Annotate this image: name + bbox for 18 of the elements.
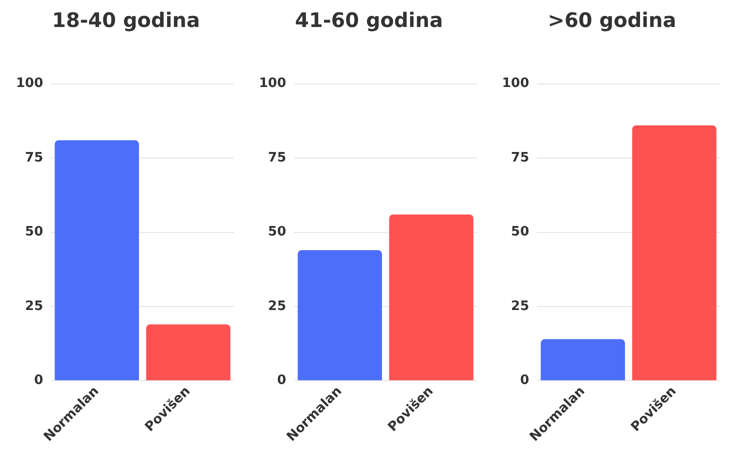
y-tick-label: 25 bbox=[511, 298, 530, 314]
chart-title: >60 godina bbox=[546, 8, 678, 34]
y-tick-label: 25 bbox=[25, 298, 44, 314]
y-tick-label: 75 bbox=[511, 150, 530, 166]
chart-title: 41-60 godina bbox=[294, 8, 444, 34]
chart-title: 18-40 godina bbox=[51, 8, 201, 34]
y-tick-label: 50 bbox=[268, 224, 286, 240]
y-tick-label: 75 bbox=[268, 150, 286, 166]
y-tick-label: 25 bbox=[268, 298, 286, 314]
y-tick-label: 50 bbox=[511, 224, 530, 240]
y-tick-label: 50 bbox=[25, 224, 44, 240]
y-tick-label: 0 bbox=[520, 373, 530, 388]
y-tick-label: 100 bbox=[16, 76, 44, 92]
y-tick-label: 0 bbox=[34, 373, 44, 388]
y-tick-label: 100 bbox=[258, 76, 286, 92]
y-tick-label: 75 bbox=[25, 150, 44, 166]
y-tick-label: 100 bbox=[502, 76, 530, 92]
y-tick-label: 0 bbox=[277, 373, 286, 388]
